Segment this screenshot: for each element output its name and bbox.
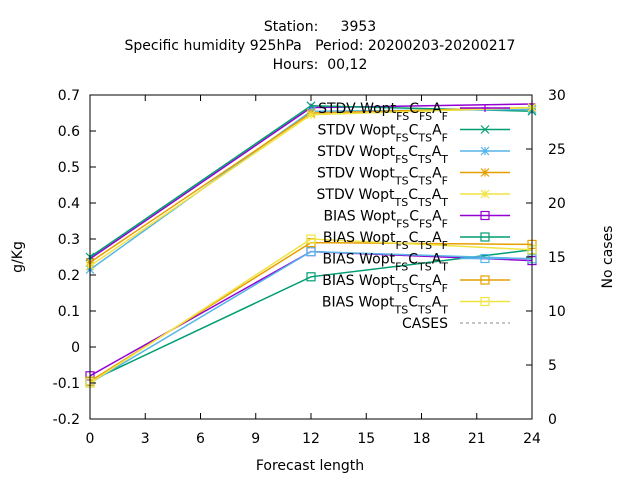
x-tick-label: 6	[196, 431, 205, 447]
series-line	[89, 249, 533, 382]
x-tick-label: 15	[357, 431, 375, 447]
y-tick-label: 0.4	[58, 196, 80, 212]
legend-entry-3: STDV WoptFSCTSAT	[317, 144, 510, 166]
legend-marker	[480, 168, 490, 177]
y2-tick-label: 30	[548, 88, 566, 104]
axes-layer: 0 3 6 9 12 15 18 21 24 -0.2 -0.1 0 0.1 0.2 0.3 0.4 0.5 0.…	[53, 88, 566, 447]
x-tick-label: 3	[141, 431, 150, 447]
series-line	[89, 238, 533, 384]
y2-tick-label: 25	[548, 142, 566, 158]
series-layer	[85, 94, 537, 388]
chart-title-line-3: Hours: 00,12	[272, 57, 368, 73]
x-tick-label: 0	[86, 431, 95, 447]
legend-entry-7: BIAS WoptFSCTSAF	[323, 230, 510, 252]
legend-marker	[480, 210, 490, 221]
legend-entry-5: STDV WoptTSCTSAT	[317, 187, 510, 209]
series-5	[85, 103, 537, 271]
x-tick-label: 24	[523, 431, 541, 447]
y2-tick-label: 15	[548, 250, 566, 266]
data-point	[306, 110, 316, 120]
legend-entry-11: CASES	[402, 316, 510, 332]
legend-entry-1: STDV WoptFSCFSAF	[318, 101, 510, 123]
series-7	[85, 245, 537, 386]
series-line	[89, 241, 533, 382]
legend-label: BIAS WoptFSCTSAT	[322, 252, 448, 274]
legend-entry-9: BIAS WoptTSCTSAF	[322, 273, 510, 295]
legend-label: BIAS WoptTSCTSAF	[322, 273, 448, 295]
legend-marker	[480, 232, 490, 242]
y-tick-label: -0.1	[53, 376, 80, 392]
legend-label: STDV WoptTSCTSAT	[317, 187, 449, 209]
data-point	[306, 247, 316, 257]
legend-marker	[480, 253, 490, 264]
legend-entry-8: BIAS WoptFSCTSAT	[322, 252, 510, 274]
legend-marker	[480, 146, 490, 156]
y2-tick-label: 5	[548, 358, 557, 374]
y2-tick-label: 0	[548, 412, 557, 428]
legend-label: STDV WoptFSCTSAF	[318, 123, 448, 145]
series-line	[89, 250, 533, 377]
x-tick-label: 18	[413, 431, 431, 447]
y-tick-label: 0.2	[58, 268, 80, 284]
legend-entry-4: STDV WoptTSCTSAF	[317, 166, 510, 188]
legend-entry-10: BIAS WoptTSCTSAT	[322, 295, 510, 317]
legend-marker	[481, 104, 489, 112]
y2-tick-label: 10	[548, 304, 566, 320]
y-tick-label: 0.1	[58, 304, 80, 320]
series-8	[85, 247, 537, 388]
legend-marker	[480, 296, 490, 307]
legend-label: BIAS WoptFSCFSAF	[323, 209, 448, 231]
chart-title-line-1: Station: 3953	[263, 19, 377, 35]
series-3	[85, 104, 537, 275]
y2-tick-label: 20	[548, 196, 566, 212]
y-tick-label: 0.7	[58, 88, 80, 104]
legend-label: BIAS WoptTSCTSAT	[322, 295, 448, 317]
y2-axis-label: No cases	[600, 226, 616, 289]
y-tick-label: 0	[71, 340, 80, 356]
y-tick-label: 0.6	[58, 124, 80, 140]
x-axis-label: Forecast length	[256, 458, 364, 474]
y-tick-label: 0.5	[58, 160, 80, 176]
legend-label: CASES	[402, 316, 448, 332]
x-tick-label: 9	[251, 431, 260, 447]
legend-label: STDV WoptFSCFSAF	[318, 101, 448, 123]
legend-label: BIAS WoptFSCTSAF	[323, 230, 448, 252]
chart-title-line-2: Specific humidity 925hPa Period: 2020020…	[124, 38, 516, 54]
legend-entry-6: BIAS WoptFSCFSAF	[323, 209, 510, 231]
legend-marker	[480, 189, 490, 199]
y-tick-label: -0.2	[53, 412, 80, 428]
series-line	[89, 108, 533, 271]
legend-marker	[480, 275, 490, 285]
y-tick-label: 0.3	[58, 232, 80, 248]
legend-marker	[480, 125, 490, 134]
series-line	[89, 105, 533, 258]
legend-entry-2: STDV WoptFSCTSAF	[318, 123, 510, 145]
legend-label: STDV WoptFSCTSAT	[317, 144, 448, 166]
series-9	[85, 238, 537, 386]
x-tick-label: 12	[302, 431, 320, 447]
data-point	[306, 272, 316, 282]
data-point	[306, 234, 316, 244]
x-tick-label: 21	[468, 431, 486, 447]
series-6	[85, 247, 537, 381]
y-axis-label: g/Kg	[10, 241, 26, 273]
legend-label: STDV WoptTSCTSAF	[317, 166, 448, 188]
series-line	[89, 250, 533, 384]
